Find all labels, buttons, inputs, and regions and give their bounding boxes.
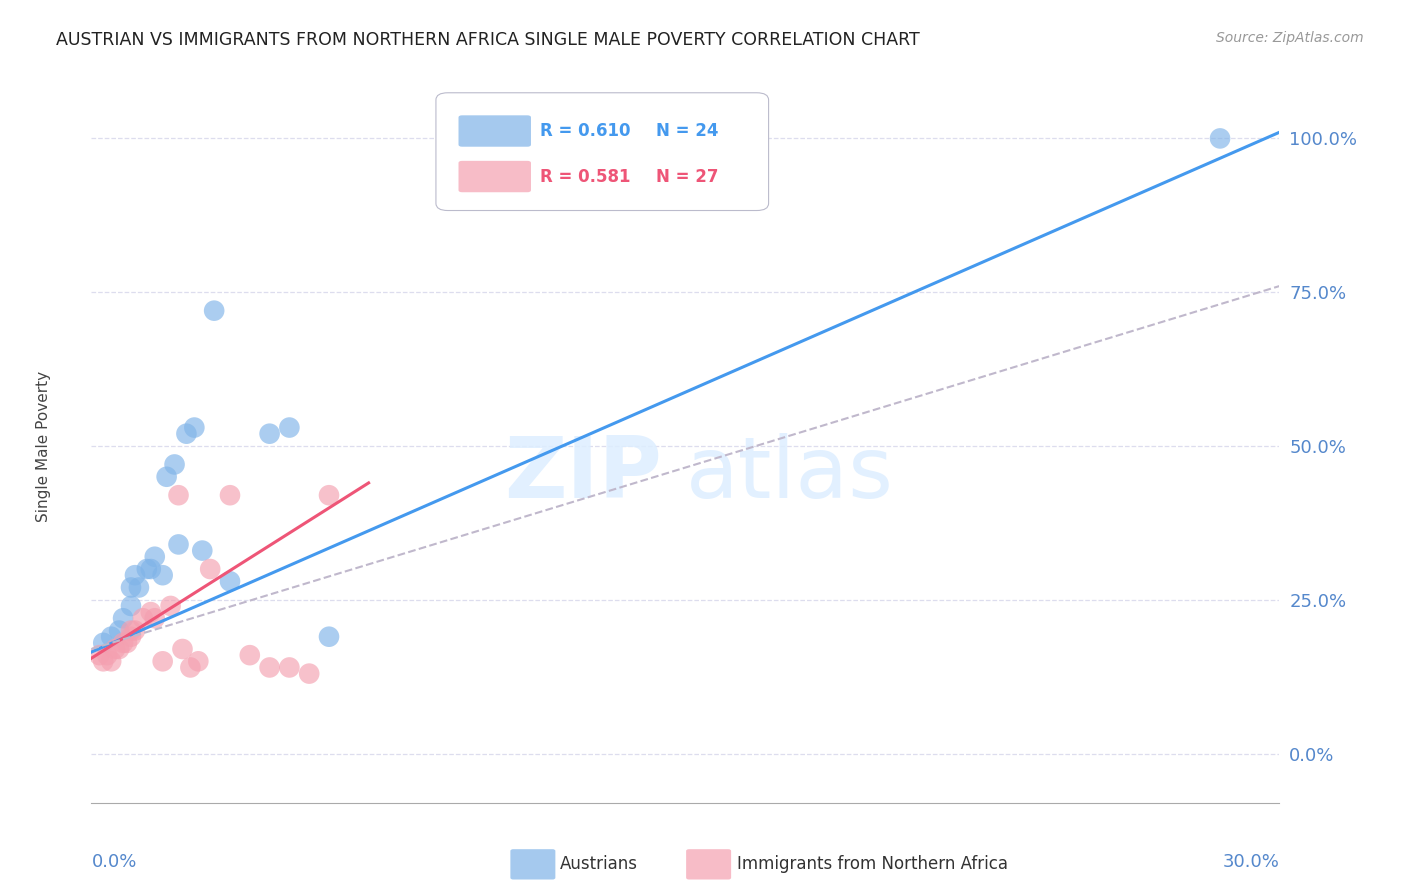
- Point: [120, 581, 142, 595]
- Point: [100, 654, 122, 668]
- Point: [96, 648, 118, 662]
- Point: [163, 458, 186, 472]
- FancyBboxPatch shape: [458, 115, 531, 146]
- FancyBboxPatch shape: [458, 161, 531, 193]
- Point: [167, 537, 190, 551]
- Point: [167, 488, 190, 502]
- Point: [124, 568, 146, 582]
- Point: [112, 611, 135, 625]
- Text: N = 27: N = 27: [655, 168, 718, 186]
- Point: [187, 654, 209, 668]
- FancyBboxPatch shape: [436, 93, 769, 211]
- Point: [156, 469, 179, 483]
- Point: [159, 599, 181, 613]
- Point: [152, 568, 174, 582]
- Text: 30.0%: 30.0%: [1223, 853, 1279, 871]
- Text: R = 0.581: R = 0.581: [540, 168, 631, 186]
- Point: [135, 562, 157, 576]
- Text: Austrians: Austrians: [560, 855, 637, 873]
- Point: [176, 426, 198, 441]
- Point: [120, 599, 142, 613]
- Point: [139, 605, 162, 619]
- Point: [139, 562, 162, 576]
- Point: [143, 611, 166, 625]
- Point: [132, 611, 155, 625]
- Text: Single Male Poverty: Single Male Poverty: [37, 370, 52, 522]
- Text: AUSTRIAN VS IMMIGRANTS FROM NORTHERN AFRICA SINGLE MALE POVERTY CORRELATION CHAR: AUSTRIAN VS IMMIGRANTS FROM NORTHERN AFR…: [56, 31, 920, 49]
- Point: [298, 666, 321, 681]
- Point: [152, 654, 174, 668]
- Point: [108, 624, 131, 638]
- Point: [115, 636, 138, 650]
- Text: 0.0%: 0.0%: [91, 853, 136, 871]
- Point: [219, 574, 242, 589]
- Text: ZIP: ZIP: [503, 433, 662, 516]
- Point: [124, 624, 146, 638]
- Point: [112, 636, 135, 650]
- Point: [239, 648, 262, 662]
- Text: R = 0.610: R = 0.610: [540, 122, 631, 140]
- Point: [120, 630, 142, 644]
- Text: N = 24: N = 24: [655, 122, 718, 140]
- Point: [104, 642, 127, 657]
- Point: [318, 630, 340, 644]
- Point: [278, 420, 301, 434]
- Point: [172, 642, 194, 657]
- Point: [143, 549, 166, 564]
- Point: [183, 420, 205, 434]
- Point: [259, 426, 281, 441]
- Text: Immigrants from Northern Africa: Immigrants from Northern Africa: [737, 855, 1008, 873]
- Point: [128, 581, 150, 595]
- Point: [100, 630, 122, 644]
- Point: [202, 303, 225, 318]
- Point: [120, 624, 142, 638]
- Point: [108, 642, 131, 657]
- Point: [318, 488, 340, 502]
- Point: [179, 660, 201, 674]
- Text: Source: ZipAtlas.com: Source: ZipAtlas.com: [1216, 31, 1364, 45]
- Point: [1209, 131, 1232, 145]
- Point: [89, 648, 111, 662]
- Point: [198, 562, 221, 576]
- Point: [91, 654, 114, 668]
- Point: [91, 636, 114, 650]
- Text: atlas: atlas: [685, 433, 893, 516]
- Point: [191, 543, 214, 558]
- Point: [259, 660, 281, 674]
- Point: [278, 660, 301, 674]
- Point: [219, 488, 242, 502]
